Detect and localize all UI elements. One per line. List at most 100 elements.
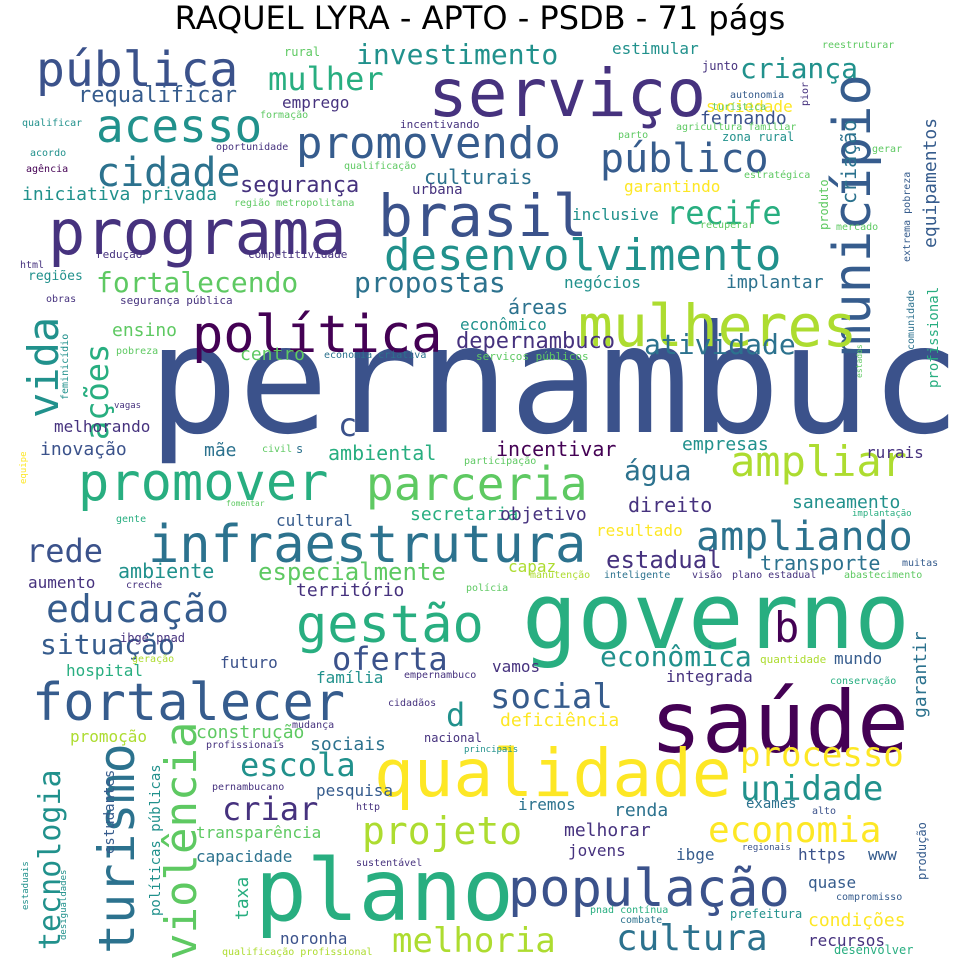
cloud-word: saneamento [792, 492, 900, 513]
cloud-word: pior [800, 82, 811, 106]
cloud-word: reestruturar [822, 40, 894, 51]
cloud-word: empresas [682, 434, 769, 455]
cloud-word: creche [126, 580, 162, 591]
cloud-word: segurança [240, 173, 359, 198]
cloud-word: criar [222, 790, 318, 828]
cloud-word: profissional [926, 287, 942, 388]
cloud-word: inteligente [604, 570, 670, 581]
cloud-word: infraestrutura [148, 515, 586, 575]
cloud-word: mulher [268, 60, 384, 98]
cloud-word: regionais [742, 843, 791, 853]
cloud-word: muitas [902, 558, 938, 569]
cloud-word: competitividade [248, 248, 347, 261]
cloud-word: hospital [66, 661, 143, 680]
cloud-word: projeto [362, 809, 522, 853]
cloud-word: sustentável [356, 857, 422, 869]
cloud-word: iniciativa privada [22, 184, 217, 205]
cloud-word: geração [132, 654, 174, 665]
cloud-word: implantação [852, 509, 912, 519]
cloud-word: equipe [19, 451, 29, 484]
cloud-word: estadual [606, 546, 722, 574]
cloud-word: mãe [204, 440, 237, 461]
cloud-word: promovendo [296, 118, 561, 169]
cloud-word: desigualdades [59, 870, 69, 940]
cloud-word: qualificação profissional [222, 947, 373, 958]
cloud-word: brasil [378, 182, 588, 250]
cloud-word: plano [255, 841, 514, 941]
cloud-word: parto [618, 130, 648, 141]
cloud-word: integrada [666, 667, 753, 686]
cloud-word: gestão [296, 595, 484, 655]
cloud-word: desenvolvimento [384, 230, 781, 281]
cloud-word: gerar [872, 144, 902, 155]
cloud-word: propostas [354, 266, 506, 299]
cloud-word: município [823, 74, 883, 356]
cloud-word: promover [78, 453, 328, 513]
cloud-word: áreas [508, 295, 568, 319]
cloud-word: combate [620, 915, 662, 926]
cloud-word: vamos [492, 657, 540, 676]
cloud-word: taxa [232, 877, 253, 920]
cloud-word: qualificação [344, 161, 416, 172]
cloud-word: ibge pnad [120, 631, 185, 645]
cloud-word: ações [78, 344, 116, 440]
cloud-word: centro [240, 344, 305, 365]
cloud-word: plano estadual [732, 570, 816, 581]
cloud-word: extrema pobreza [902, 172, 913, 262]
cloud-word: econômica [600, 640, 752, 673]
cloud-word: renda [614, 800, 668, 821]
cloud-word: exames [746, 796, 797, 812]
cloud-word: políticas públicas [148, 764, 164, 916]
cloud-word: turística [712, 101, 766, 113]
cloud-word: garantir [910, 631, 931, 718]
cloud-word: quantidade [760, 653, 826, 666]
cloud-word: mulheres [578, 292, 857, 360]
cloud-word: incentivar [496, 437, 616, 461]
cloud-word: feminicídio [59, 334, 71, 400]
cloud-word: desenvolver [834, 943, 913, 957]
cloud-word: secretaria [410, 504, 518, 525]
cloud-word: s [296, 442, 303, 456]
cloud-word: vagas [114, 401, 141, 411]
cloud-word: pnad contínua [590, 904, 668, 916]
cloud-word: cultural [276, 511, 353, 530]
cloud-word: regiões [28, 269, 83, 284]
cloud-word: público [600, 136, 769, 182]
cloud-word: rurais [866, 443, 924, 462]
cloud-word: capaz [508, 557, 556, 576]
cloud-word: sociais [310, 734, 386, 755]
cloud-word: econômico [460, 315, 547, 334]
cloud-word: promoção [70, 727, 147, 746]
cloud-word: condições [808, 910, 906, 931]
cloud-word: abastecimento [844, 570, 922, 581]
cloud-word: equipamentos [920, 118, 941, 248]
cloud-word: estudantes [102, 770, 118, 854]
cloud-word: mundo [834, 649, 882, 668]
cloud-word: zona rural [722, 130, 794, 144]
cloud-word: serviços públicos [476, 350, 589, 363]
cloud-word: vida [19, 317, 68, 418]
cloud-word: população [508, 859, 790, 919]
cloud-word: recursos [808, 931, 885, 950]
cloud-word: mudança [292, 720, 334, 731]
cloud-word: urbana [412, 182, 463, 198]
cloud-word: negócios [564, 273, 641, 292]
cloud-word: agricultura familiar [676, 122, 796, 133]
cloud-word: acesso [96, 99, 262, 153]
cloud-word: mercado [836, 222, 878, 233]
cloud-word: ampliar [730, 437, 907, 486]
cloud-word: www [868, 845, 897, 864]
cloud-word: escola [240, 746, 356, 784]
cloud-word: aumento [28, 573, 95, 592]
cloud-word: alto [812, 806, 836, 817]
cloud-word: conservação [830, 676, 896, 687]
cloud-word: rural [284, 45, 320, 59]
cloud-word: pernambucano [212, 782, 284, 793]
cloud-word: ambiental [328, 441, 436, 465]
cloud-word: transporte [760, 551, 880, 575]
cloud-word: produção [915, 822, 929, 880]
cloud-word: iremos [518, 795, 576, 814]
cloud-word: obras [46, 294, 76, 305]
cloud-word: segurança pública [120, 294, 233, 307]
cloud-word: gente [116, 514, 146, 525]
